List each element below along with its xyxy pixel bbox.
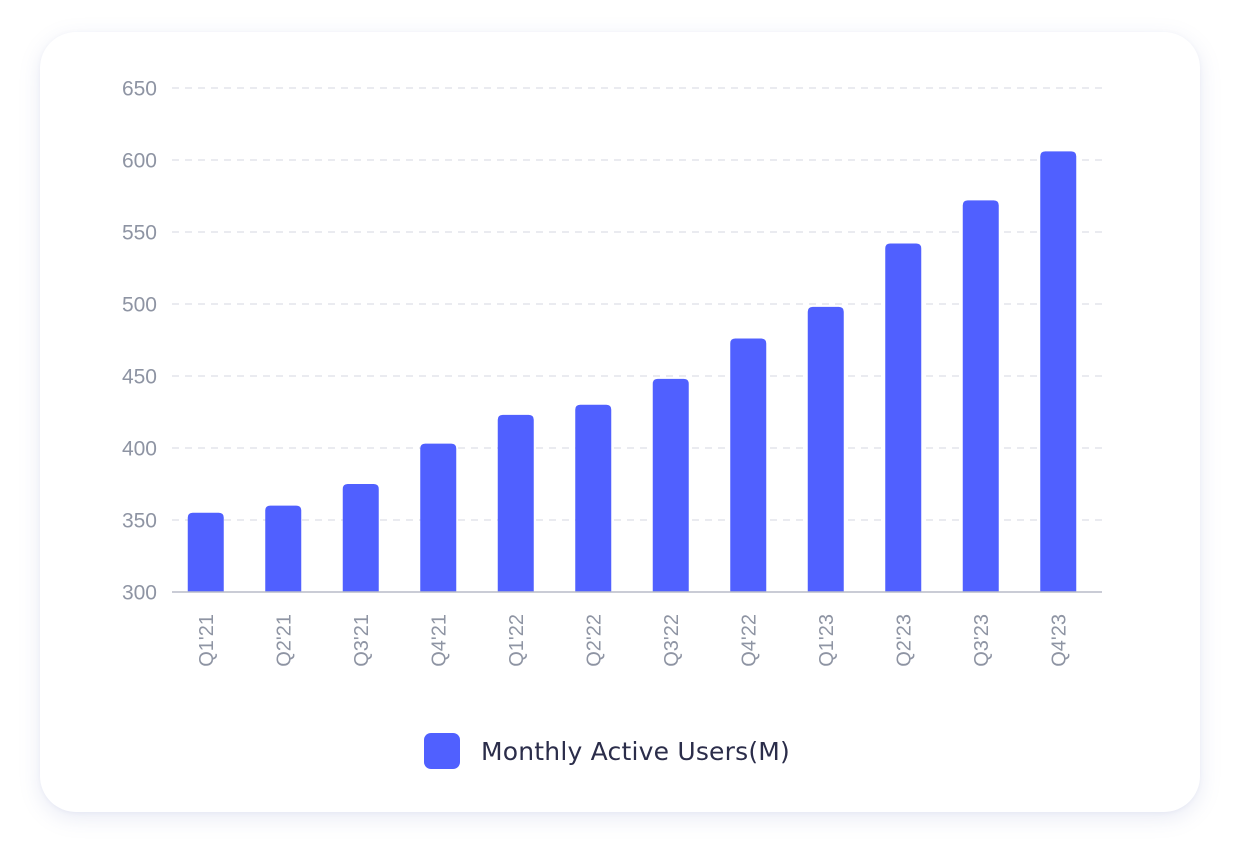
x-axis-ticks: Q1'21 Q2'21 Q3'21 Q4'21 Q1'22 Q2'22 Q3'22 Q4'22…	[196, 614, 1071, 667]
x-tick-label: Q3'23	[971, 614, 993, 667]
x-tick-label: Q1'21	[196, 614, 218, 667]
y-tick-label: 300	[122, 582, 157, 605]
bar	[575, 404, 612, 592]
x-tick-label: Q4'23	[1048, 614, 1070, 667]
grid-lines	[172, 87, 1102, 521]
x-tick-label: Q3'21	[351, 614, 373, 667]
x-tick-label: Q2'22	[583, 614, 605, 667]
bar	[187, 512, 224, 592]
x-tick-label: Q2'21	[273, 614, 295, 667]
x-tick-label: Q2'23	[893, 614, 915, 667]
y-tick-label: 500	[122, 294, 157, 317]
x-tick-label: Q4'22	[738, 614, 760, 667]
bar	[420, 443, 457, 592]
x-tick-label: Q1'23	[816, 614, 838, 667]
bar	[962, 200, 999, 592]
legend-label: Monthly Active Users(M)	[481, 736, 791, 766]
bar	[730, 338, 767, 592]
y-tick-label: 600	[122, 150, 157, 173]
bar	[885, 243, 922, 592]
legend: Monthly Active Users(M)	[424, 732, 790, 770]
bar	[807, 306, 844, 592]
y-tick-label: 350	[122, 510, 157, 533]
x-tick-label: Q4'21	[428, 614, 450, 667]
chart-card	[40, 32, 1200, 812]
x-tick-label: Q3'22	[661, 614, 683, 667]
bar	[342, 484, 379, 592]
bars	[187, 151, 1077, 593]
bar	[1040, 151, 1077, 593]
legend-swatch	[424, 733, 460, 769]
bar	[652, 378, 689, 592]
y-tick-label: 400	[122, 438, 157, 461]
bar	[497, 414, 534, 592]
y-tick-label: 450	[122, 366, 157, 389]
y-tick-label: 650	[122, 78, 157, 101]
x-tick-label: Q1'22	[506, 614, 528, 667]
y-tick-label: 550	[122, 222, 157, 245]
bar	[265, 505, 302, 592]
y-axis-ticks: 300 350 400 450 500 550 600 650	[122, 78, 157, 605]
